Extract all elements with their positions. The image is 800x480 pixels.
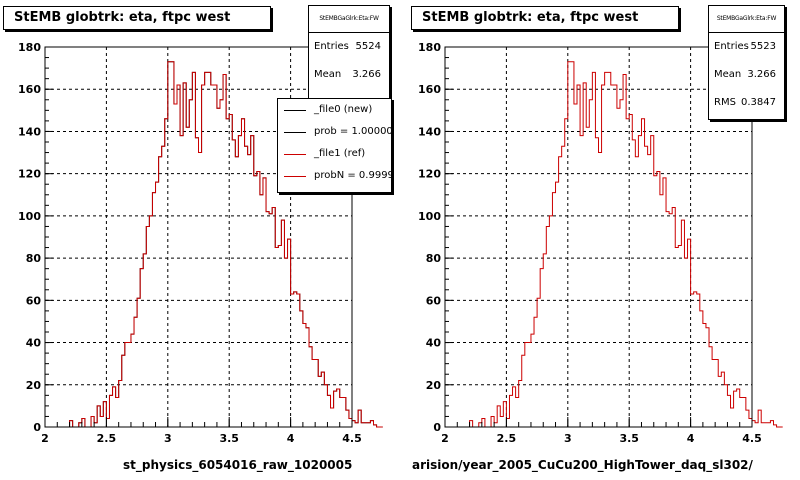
x-tick-label: 4.5 [742,432,762,445]
plot-area [445,47,752,427]
stats-label: RMS [714,97,736,108]
stats-row-entries: Entries 5524 [309,33,389,61]
x-tick-label: 2 [41,432,49,445]
stats-value: 5524 [355,41,381,52]
x-axis-caption: arision/year_2005_CuCu200_HighTower_daq_… [412,458,753,472]
y-tick-label: 160 [418,83,441,96]
y-tick-label: 120 [18,168,41,181]
y-tick-label: 100 [18,210,41,223]
legend-swatch [284,154,306,155]
histogram-plot: 0 20 40 60 80 100 120 140 160 180 2 2.5 3 3.5 4 4.5 [418,41,783,445]
legend-label: _file1 (ref) [314,148,366,159]
legend-label: probN = 0.999970 [314,170,391,181]
legend-swatch [284,176,306,177]
stats-label: Entries [314,41,349,52]
x-tick-label: 4 [687,432,695,445]
stats-row-mean: Mean 3.266 [709,61,784,89]
x-tick-label: 3 [164,432,172,445]
stats-value: 0.3847 [741,97,776,108]
stats-row-rms: RMS 0.3847 [709,89,784,117]
y-tick-label: 160 [18,83,41,96]
stats-row-entries: Entries 5523 [709,33,784,61]
legend-swatch [284,110,306,111]
y-tick-label: 0 [433,421,441,434]
x-axis-caption: st_physics_6054016_raw_1020005 [123,458,353,472]
legend-entry: _file0 (new) [278,99,391,121]
legend-entry: prob = 1.000000 [278,121,391,143]
y-tick-label: 60 [26,294,42,307]
x-tick-label: 2.5 [497,432,517,445]
x-tick-label: 3.5 [219,432,239,445]
stats-value: 3.266 [747,69,776,80]
legend-label: prob = 1.000000 [314,126,392,137]
legend: _file0 (new) prob = 1.000000 _file1 (ref… [277,98,392,193]
y-tick-label: 80 [26,252,42,265]
y-tick-label: 0 [33,421,41,434]
legend-label: _file0 (new) [314,104,373,115]
y-tick-label: 180 [418,41,441,54]
plot-title: StEMB globtrk: eta, ftpc west [3,6,271,30]
x-tick-label: 2.5 [97,432,117,445]
stats-box: StEMBGaGlrk:Eta:FW Entries 5523 Mean 3.2… [708,5,785,120]
stats-header: StEMBGaGlrk:Eta:FW [309,6,389,33]
histogram-pad-right: 0 20 40 60 80 100 120 140 160 180 2 2.5 3 3.5 4 4.5 StE… [400,0,800,480]
x-tick-label: 2 [441,432,449,445]
stats-row-mean: Mean 3.266 [309,61,389,89]
y-tick-label: 180 [18,41,41,54]
legend-swatch [284,132,306,133]
y-tick-label: 40 [26,337,42,350]
legend-entry: probN = 0.999970 [278,165,391,187]
y-tick-label: 80 [426,252,442,265]
plot-title: StEMB globtrk: eta, ftpc west [411,6,679,30]
stats-label: Mean [714,69,742,80]
stats-label: Entries [714,41,749,52]
x-tick-label: 3.5 [619,432,639,445]
histogram-series-line [45,61,383,428]
x-tick-label: 3 [564,432,572,445]
stats-label: Mean [314,69,342,80]
y-tick-label: 60 [426,294,442,307]
y-tick-label: 100 [418,210,441,223]
y-tick-label: 140 [18,125,41,138]
y-tick-label: 40 [426,337,442,350]
y-tick-label: 20 [26,379,42,392]
histogram-series-line [445,61,783,428]
histogram-pad-left: 0 20 40 60 80 100 120 140 160 180 2 2.5 3 3.5 4 4.5 StE… [3,5,392,472]
x-tick-label: 4 [287,432,295,445]
stats-value: 3.266 [352,69,381,80]
x-tick-label: 4.5 [342,432,362,445]
stats-header: StEMBGaGlrk:Eta:FW [709,6,784,33]
y-tick-label: 20 [426,379,442,392]
legend-entry: _file1 (ref) [278,143,391,165]
stats-value: 5523 [750,41,776,52]
y-tick-label: 120 [418,168,441,181]
y-tick-label: 140 [418,125,441,138]
